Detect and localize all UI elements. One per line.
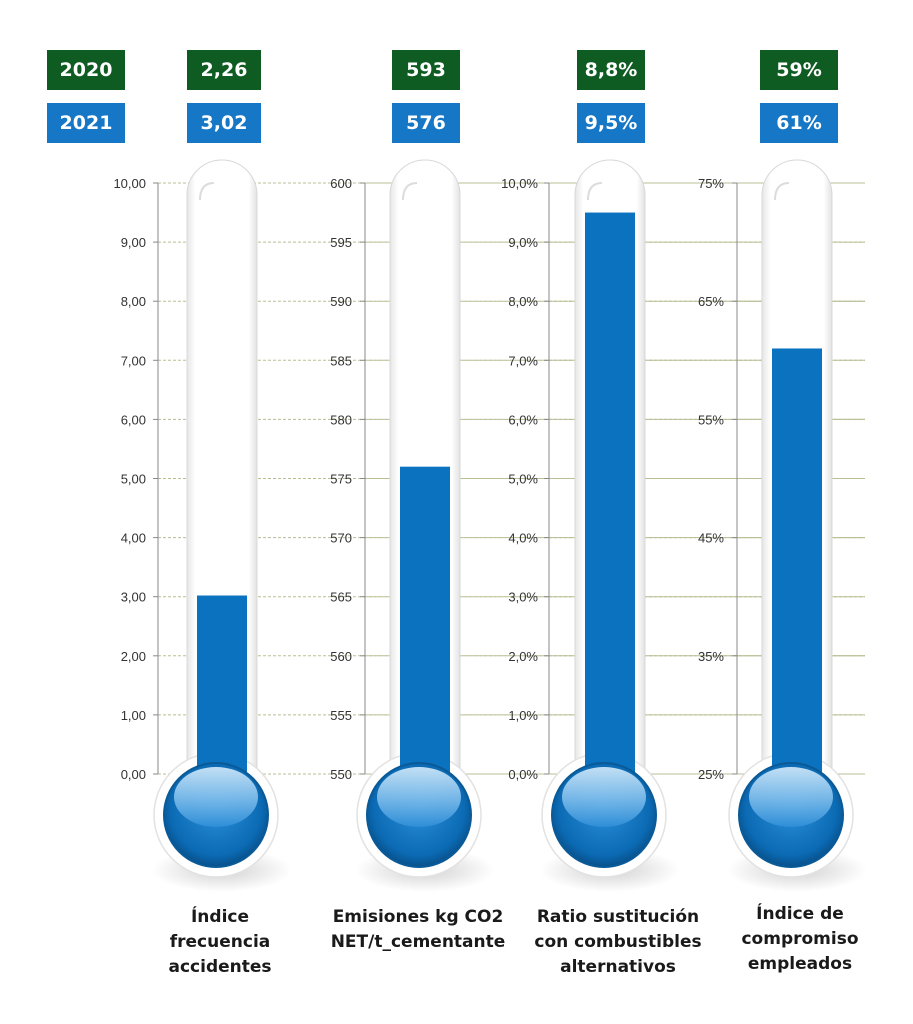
tick-label: 4,00 bbox=[121, 531, 146, 546]
tick-label: 3,0% bbox=[508, 590, 538, 605]
category-label-line: alternativos bbox=[560, 957, 676, 977]
tick-label: 4,0% bbox=[508, 531, 538, 546]
tick-label: 595 bbox=[330, 235, 352, 250]
legend-2021-badge: 2021 bbox=[47, 103, 125, 143]
tube-highlight bbox=[199, 182, 215, 201]
tick-label: 1,00 bbox=[121, 708, 146, 723]
bulb-gloss bbox=[562, 767, 646, 827]
tick-label: 25% bbox=[698, 767, 724, 782]
tick-label: 55% bbox=[698, 412, 724, 427]
category-label-line: con combustibles bbox=[534, 932, 702, 952]
tick-label: 7,0% bbox=[508, 353, 538, 368]
tick-label: 9,0% bbox=[508, 235, 538, 250]
value-badge-2020: 8,8% bbox=[577, 50, 645, 90]
category-label-line: Índice de bbox=[756, 904, 844, 924]
category-label-line: Índice bbox=[190, 907, 250, 927]
mercury-bar-2021 bbox=[400, 466, 450, 800]
category-label: Ratio sustitución con combustibles alterna… bbox=[523, 905, 713, 980]
value-badge-2021: 3,02 bbox=[187, 103, 261, 143]
tick-label: 550 bbox=[330, 767, 352, 782]
tick-label: 565 bbox=[330, 590, 352, 605]
thermometer-chart-4: 25% 35% 45% 55% 65% 75% bbox=[698, 159, 867, 892]
bulb-gloss bbox=[377, 767, 461, 827]
value-badge-2020: 59% bbox=[760, 50, 838, 90]
mercury-bar-2021 bbox=[772, 348, 822, 800]
tick-label: 5,0% bbox=[508, 472, 538, 487]
category-label-line: accidentes bbox=[168, 957, 272, 977]
tick-label: 8,00 bbox=[121, 294, 146, 309]
tick-label: 585 bbox=[330, 353, 352, 368]
tick-label: 35% bbox=[698, 649, 724, 664]
tick-label: 65% bbox=[698, 294, 724, 309]
tick-label: 10,00 bbox=[113, 176, 146, 191]
tick-label: 2,0% bbox=[508, 649, 538, 664]
value-badge-2020: 593 bbox=[392, 50, 460, 90]
tick-label: 6,0% bbox=[508, 412, 538, 427]
category-label-line: empleados bbox=[747, 954, 853, 974]
tick-label: 3,00 bbox=[121, 590, 146, 605]
category-label-line: Ratio sustitución bbox=[536, 907, 700, 927]
legend-2020-badge: 2020 bbox=[47, 50, 125, 90]
tube-highlight bbox=[774, 182, 790, 201]
tick-label: 0,0% bbox=[508, 767, 538, 782]
tick-label: 555 bbox=[330, 708, 352, 723]
category-label-line: Emisiones kg CO2 bbox=[332, 907, 504, 927]
tick-label: 560 bbox=[330, 649, 352, 664]
tick-label: 7,00 bbox=[121, 353, 146, 368]
tick-label: 9,00 bbox=[121, 235, 146, 250]
tick-label: 590 bbox=[330, 294, 352, 309]
category-label-line: NET/t_cementante bbox=[330, 932, 506, 952]
bulb-gloss bbox=[174, 767, 258, 827]
thermometer-chart-1: 0,00 1,00 2,00 3,00 4,00 5,00 6,00 7,00 8,00 9,00… bbox=[113, 159, 865, 892]
value-badge-2020: 2,26 bbox=[187, 50, 261, 90]
tick-label: 575 bbox=[330, 472, 352, 487]
tube-highlight bbox=[587, 182, 603, 201]
tick-label: 1,0% bbox=[508, 708, 538, 723]
category-label: Índice frecuencia accidentes bbox=[125, 905, 315, 980]
category-label: Índice de compromiso empleados bbox=[705, 902, 895, 977]
tick-label: 2,00 bbox=[121, 649, 146, 664]
tick-label: 10,0% bbox=[501, 176, 538, 191]
thermometer-chart-3: 0,0% 1,0% 2,0% 3,0% 4,0% 5,0% 6,0% 7,0% 8,0% 9,0%… bbox=[501, 159, 865, 892]
category-label: Emisiones kg CO2 NET/t_cementante bbox=[323, 905, 513, 955]
tube-highlight bbox=[402, 182, 418, 201]
value-badge-2021: 576 bbox=[392, 103, 460, 143]
tick-label: 580 bbox=[330, 412, 352, 427]
tick-label: 5,00 bbox=[121, 472, 146, 487]
tick-label: 75% bbox=[698, 176, 724, 191]
value-badge-2021: 61% bbox=[760, 103, 838, 143]
tick-label: 570 bbox=[330, 531, 352, 546]
mercury-bar-2021 bbox=[585, 212, 635, 801]
tick-label: 0,00 bbox=[121, 767, 146, 782]
bulb-gloss bbox=[749, 767, 833, 827]
tick-label: 6,00 bbox=[121, 412, 146, 427]
category-label-line: compromiso bbox=[741, 929, 859, 949]
tick-label: 8,0% bbox=[508, 294, 538, 309]
tick-label: 600 bbox=[330, 176, 352, 191]
category-label-line: frecuencia bbox=[169, 932, 271, 952]
tick-label: 45% bbox=[698, 531, 724, 546]
value-badge-2021: 9,5% bbox=[577, 103, 645, 143]
